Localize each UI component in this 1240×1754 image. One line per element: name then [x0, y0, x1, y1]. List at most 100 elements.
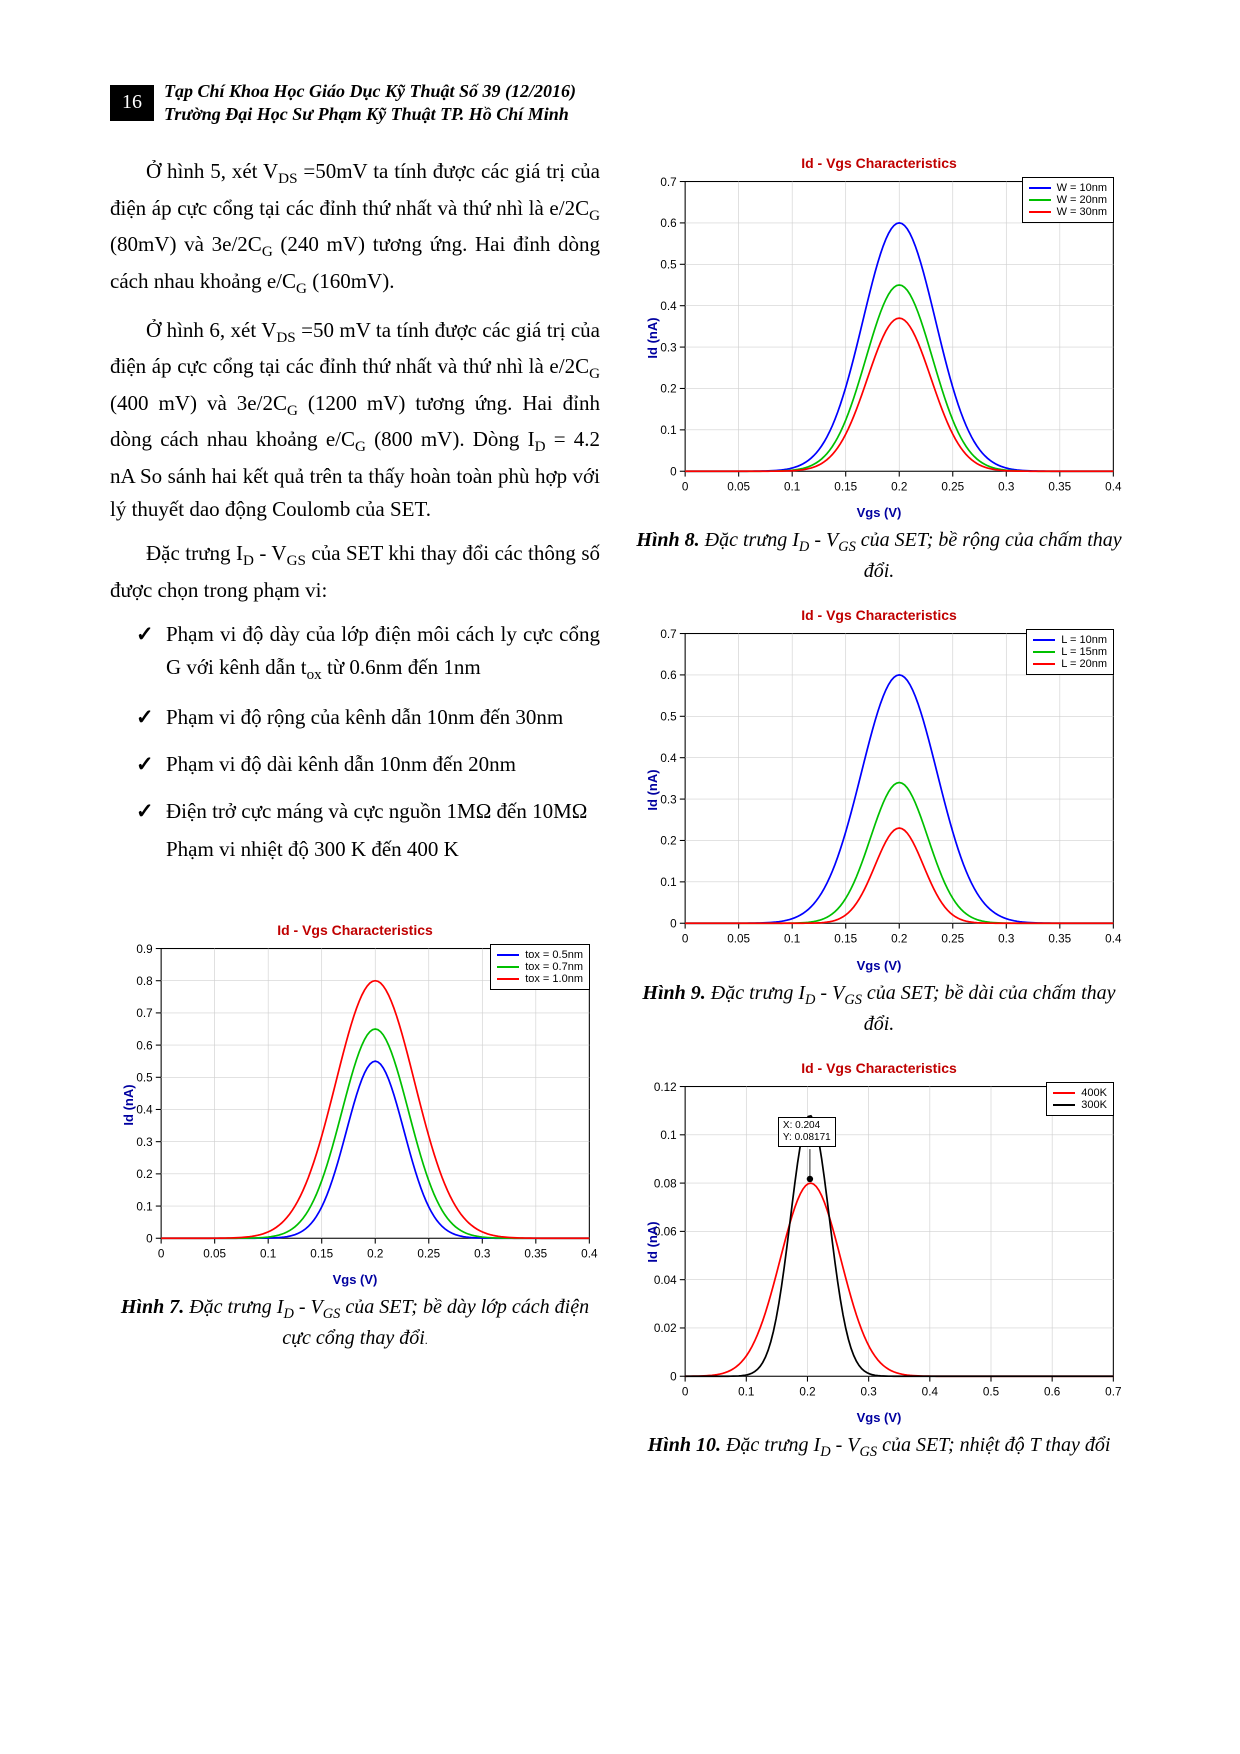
legend-row: 400K — [1053, 1087, 1107, 1099]
svg-text:0.4: 0.4 — [922, 1385, 939, 1398]
svg-text:0.1: 0.1 — [784, 480, 800, 493]
svg-text:0.8: 0.8 — [136, 975, 152, 988]
svg-text:0.7: 0.7 — [1105, 1385, 1121, 1398]
chart-9-xlabel: Vgs (V) — [634, 958, 1124, 973]
svg-text:0.7: 0.7 — [660, 628, 676, 641]
svg-text:0.2: 0.2 — [660, 835, 676, 848]
svg-text:0.15: 0.15 — [310, 1247, 333, 1260]
chart-annotation-box: X: 0.204Y: 0.08171 — [778, 1117, 836, 1147]
svg-text:0.04: 0.04 — [654, 1274, 677, 1287]
legend-swatch — [1053, 1104, 1075, 1106]
chart-8-wrap: Id - Vgs Characteristics Id (nA) 00.050.… — [634, 155, 1124, 520]
svg-text:0.1: 0.1 — [660, 424, 676, 437]
chart-9-ylabel: Id (nA) — [645, 769, 660, 810]
svg-text:0: 0 — [670, 466, 677, 479]
svg-text:0.6: 0.6 — [660, 670, 676, 683]
svg-text:0.3: 0.3 — [998, 933, 1014, 946]
chart-10-xlabel: Vgs (V) — [634, 1410, 1124, 1425]
svg-text:0.5: 0.5 — [660, 711, 677, 724]
chart-8-legend: W = 10nmW = 20nmW = 30nm — [1022, 177, 1114, 223]
svg-text:0.3: 0.3 — [998, 480, 1014, 493]
svg-text:0.5: 0.5 — [983, 1385, 1000, 1398]
page-number-box: 16 — [110, 85, 154, 121]
legend-row: W = 20nm — [1029, 194, 1107, 206]
svg-text:0.1: 0.1 — [738, 1385, 754, 1398]
legend-swatch — [1029, 199, 1051, 201]
paragraph-3: Đặc trưng ID - VGS của SET khi thay đổi … — [110, 537, 600, 606]
svg-text:0.1: 0.1 — [660, 876, 676, 889]
legend-label: W = 10nm — [1057, 182, 1107, 194]
chart-10-plot: 00.10.20.30.40.50.60.700.020.040.060.080… — [634, 1078, 1124, 1408]
legend-label: tox = 1.0nm — [525, 973, 583, 985]
chart-10-legend: 400K300K — [1046, 1082, 1114, 1116]
svg-text:0.4: 0.4 — [1105, 933, 1122, 946]
legend-row: tox = 0.7nm — [497, 961, 583, 973]
svg-text:0.2: 0.2 — [799, 1385, 815, 1398]
legend-row: tox = 0.5nm — [497, 949, 583, 961]
legend-row: W = 10nm — [1029, 182, 1107, 194]
legend-swatch — [1029, 211, 1051, 213]
svg-text:0.9: 0.9 — [136, 943, 152, 956]
chart-8-title: Id - Vgs Characteristics — [634, 155, 1124, 171]
svg-text:0.25: 0.25 — [941, 933, 964, 946]
caption-7: Hình 7. Đặc trưng ID - VGS của SET; bề d… — [110, 1293, 600, 1352]
svg-text:0.35: 0.35 — [524, 1247, 547, 1260]
legend-swatch — [1033, 651, 1055, 653]
svg-text:0.4: 0.4 — [1105, 480, 1122, 493]
caption-9: Hình 9. Đặc trưng ID - VGS của SET; bề d… — [634, 979, 1124, 1038]
page-header: 16 Tạp Chí Khoa Học Giáo Dục Kỹ Thuật Số… — [110, 80, 1130, 125]
legend-row: L = 20nm — [1033, 658, 1107, 670]
temperature-range-line: Phạm vi nhiệt độ 300 K đến 400 K — [110, 837, 600, 862]
right-column: Id - Vgs Characteristics Id (nA) 0 0.05 0.… — [634, 155, 1124, 1484]
legend-swatch — [1033, 663, 1055, 665]
chart-10-wrap: Id - Vgs Characteristics Id (nA) 00.10.2… — [634, 1060, 1124, 1425]
chart-8-xlabel: Vgs (V) — [634, 505, 1124, 520]
chart-9-legend: L = 10nmL = 15nmL = 20nm — [1026, 629, 1114, 675]
svg-text:0.02: 0.02 — [654, 1322, 677, 1335]
legend-label: L = 15nm — [1061, 646, 1107, 658]
svg-text:0: 0 — [146, 1233, 153, 1246]
bullet-1: Phạm vi độ dày của lớp điện môi cách ly … — [166, 618, 600, 687]
legend-label: L = 10nm — [1061, 634, 1107, 646]
chart-7-wrap: Id - Vgs Characteristics Id (nA) 00.050.… — [110, 922, 600, 1287]
svg-text:0.1: 0.1 — [136, 1200, 152, 1213]
bullet-2: Phạm vi độ rộng của kênh dẫn 10nm đến 30… — [166, 701, 600, 734]
svg-text:0.2: 0.2 — [660, 383, 676, 396]
svg-text:0: 0 — [670, 918, 677, 931]
svg-text:0.35: 0.35 — [1048, 480, 1071, 493]
svg-text:0.3: 0.3 — [474, 1247, 490, 1260]
svg-text:0: 0 — [670, 1370, 677, 1383]
legend-swatch — [497, 966, 519, 968]
paragraph-2: Ở hình 6, xét VDS =50 mV ta tính được cá… — [110, 314, 600, 526]
svg-text:0.7: 0.7 — [136, 1007, 152, 1020]
page-root: 16 Tạp Chí Khoa Học Giáo Dục Kỹ Thuật Số… — [0, 0, 1240, 1754]
svg-text:0.1: 0.1 — [660, 1129, 676, 1142]
svg-text:0.4: 0.4 — [660, 752, 677, 765]
svg-text:0.4: 0.4 — [136, 1104, 153, 1117]
legend-label: W = 30nm — [1057, 206, 1107, 218]
journal-line-2: Trường Đại Học Sư Phạm Kỹ Thuật TP. Hồ C… — [164, 103, 576, 126]
svg-text:0.7: 0.7 — [660, 176, 676, 189]
chart-10-ylabel: Id (nA) — [645, 1222, 660, 1263]
svg-text:0.3: 0.3 — [136, 1136, 152, 1149]
legend-label: W = 20nm — [1057, 194, 1107, 206]
svg-text:0.3: 0.3 — [660, 341, 676, 354]
journal-info: Tạp Chí Khoa Học Giáo Dục Kỹ Thuật Số 39… — [164, 80, 576, 125]
legend-row: 300K — [1053, 1099, 1107, 1111]
svg-text:0.25: 0.25 — [417, 1247, 440, 1260]
journal-line-1: Tạp Chí Khoa Học Giáo Dục Kỹ Thuật Số 39… — [164, 80, 576, 103]
chart-9-wrap: Id - Vgs Characteristics Id (nA) 00.050.… — [634, 607, 1124, 972]
bullet-list: Phạm vi độ dày của lớp điện môi cách ly … — [110, 618, 600, 827]
svg-text:0: 0 — [682, 933, 689, 946]
svg-text:0.4: 0.4 — [660, 300, 677, 313]
svg-text:0.1: 0.1 — [260, 1247, 276, 1260]
legend-label: L = 20nm — [1061, 658, 1107, 670]
svg-text:0.05: 0.05 — [727, 933, 750, 946]
bullet-3: Phạm vi độ dài kênh dẫn 10nm đến 20nm — [166, 748, 600, 781]
paragraph-1: Ở hình 5, xét VDS =50mV ta tính được các… — [110, 155, 600, 302]
caption-8: Hình 8. Đặc trưng ID - VGS của SET; bề r… — [634, 526, 1124, 585]
svg-text:0: 0 — [158, 1247, 165, 1260]
bullet-4: Điện trở cực máng và cực nguồn 1MΩ đến 1… — [166, 795, 600, 828]
svg-text:0.05: 0.05 — [727, 480, 750, 493]
legend-row: L = 10nm — [1033, 634, 1107, 646]
